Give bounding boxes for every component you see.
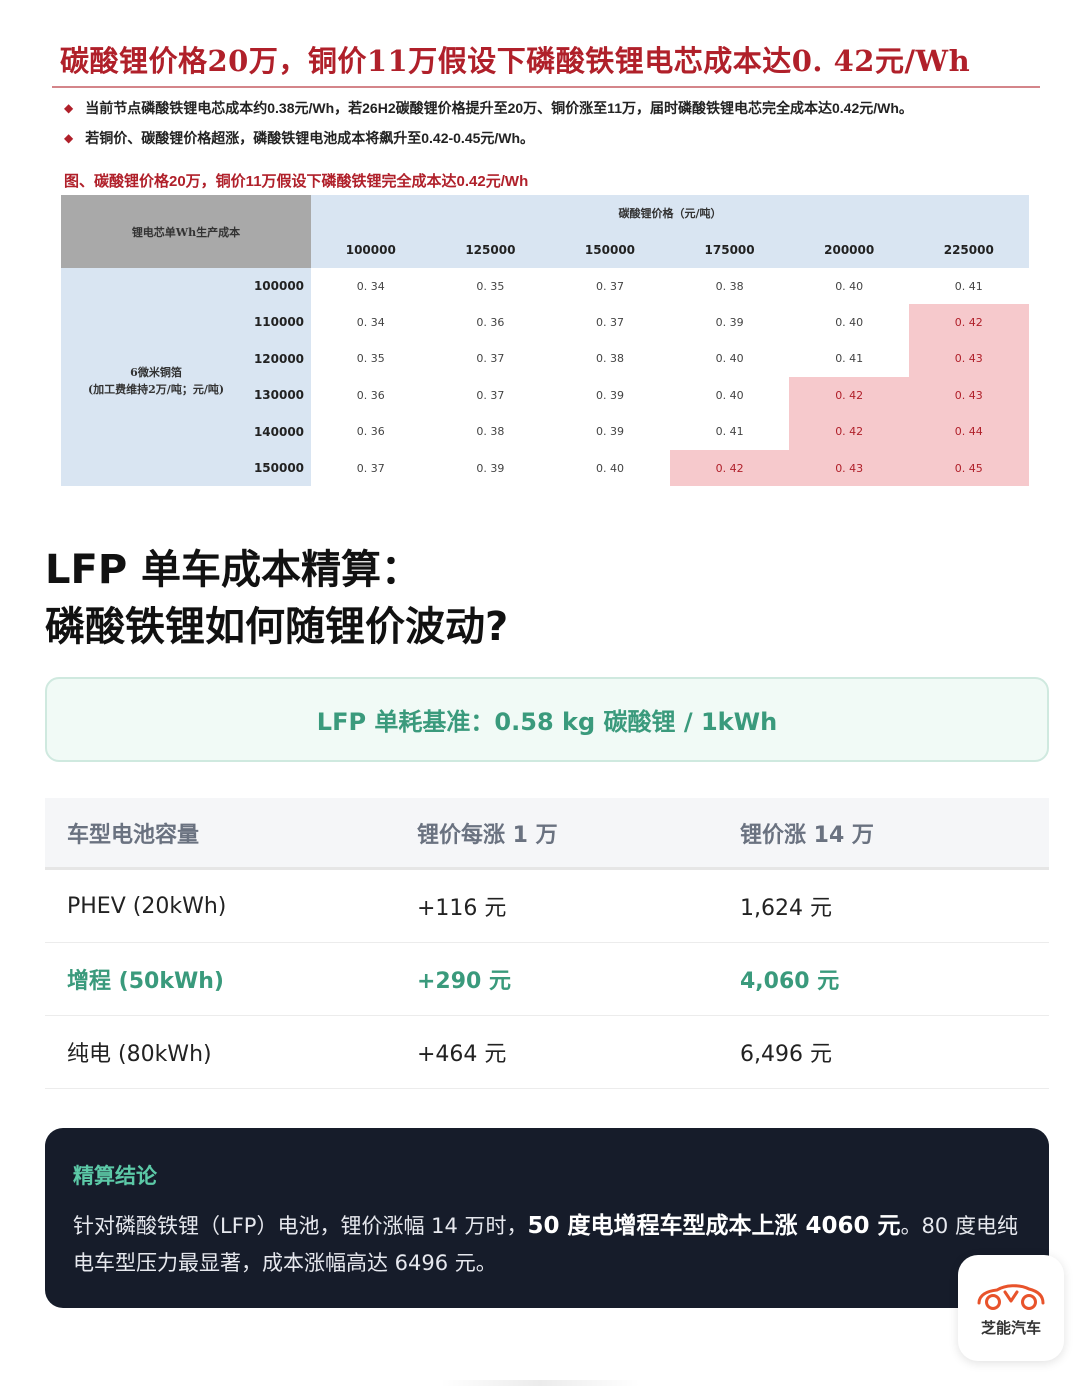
table-cell: 0. 45	[909, 450, 1029, 487]
row-header: 150000	[253, 461, 305, 475]
table-corner-label: 锂电芯单Wh生产成本	[61, 195, 311, 268]
table-cell: PHEV (20kWh)	[67, 893, 227, 919]
report-bullet: ◆ 当前节点磷酸铁锂电芯成本约0.38元/Wh，若26H2碳酸锂价格提升至20万…	[52, 98, 1042, 118]
table-cell: 0. 43	[909, 340, 1029, 378]
table-cell: 0. 36	[476, 316, 505, 330]
header-cell: 车型电池容量	[67, 822, 200, 848]
table-cell: 0. 39	[595, 425, 624, 439]
table-cell: 0. 37	[356, 461, 385, 475]
header-cell: 锂价每涨 1 万	[417, 822, 558, 848]
table-cell: 0. 34	[356, 279, 385, 293]
table-cell: 1,624 元	[740, 896, 832, 921]
table-row: PHEV (20kWh) +116 元 1,624 元	[45, 870, 1049, 943]
row-header: 140000	[253, 424, 305, 439]
cost-sensitivity-table: 锂电芯单Wh生产成本 碳酸锂价格（元/吨） 100000 125000 150000…	[61, 195, 1029, 487]
table-cell: 0. 42	[909, 304, 1029, 341]
table-row: 纯电 (80kWh) +464 元 6,496 元	[45, 1016, 1049, 1089]
table-header-row: 车型电池容量 锂价每涨 1 万 锂价涨 14 万	[45, 798, 1049, 870]
table-row-highlighted: 增程 (50kWh) +290 元 4,060 元	[45, 943, 1049, 1016]
column-header: 125000	[465, 243, 516, 257]
conclusion-text-part: 针对磷酸铁锂（LFP）电池，锂价涨幅 14 万时，	[73, 1214, 528, 1238]
table-cell: 0. 40	[835, 279, 864, 293]
baseline-box: LFP 单耗基准：0.58 kg 碳酸锂 / 1kWh	[45, 677, 1049, 762]
row-group-label-line: (加工费维持2万/吨；元/吨)	[87, 383, 225, 396]
car-outline-icon	[977, 1283, 1045, 1310]
table-cell: 0. 41	[715, 425, 744, 439]
row-group-label: 6微米铜箔 (加工费维持2万/吨；元/吨)	[67, 364, 245, 398]
scroll-indicator	[440, 1380, 640, 1386]
row-header: 110000	[253, 315, 305, 330]
row-header: 120000	[253, 351, 305, 366]
table-cell: 0. 37	[595, 316, 624, 330]
brand-name: 芝能汽车	[980, 1318, 1041, 1337]
comparison-table: 车型电池容量 锂价每涨 1 万 锂价涨 14 万 PHEV (20kWh) +1…	[45, 798, 1049, 1089]
table-cell: 0. 37	[476, 388, 505, 402]
column-header: 150000	[584, 243, 636, 257]
diamond-bullet-icon: ◆	[64, 101, 74, 115]
column-header: 100000	[345, 243, 396, 257]
table-cell: 0. 35	[476, 279, 505, 293]
table-cell: 0. 37	[595, 279, 624, 293]
row-group-label-line: 6微米铜箔	[130, 366, 182, 379]
table-cell: 0. 42	[789, 377, 909, 414]
table-cell: 0. 42	[669, 450, 790, 487]
row-header: 130000	[253, 388, 305, 403]
conclusion-text-part: 。80 度电纯电车型压力最显著，成本涨幅高达 6496 元。	[73, 1214, 1018, 1275]
table-cell: 0. 35	[356, 352, 385, 366]
row-header-band: 6微米铜箔 (加工费维持2万/吨；元/吨)	[61, 268, 311, 486]
table-cell: 0. 39	[595, 388, 624, 402]
column-header: 175000	[704, 243, 755, 257]
conclusion-card: 精算结论 针对磷酸铁锂（LFP）电池，锂价涨幅 14 万时，50 度电增程车型成…	[45, 1128, 1049, 1308]
header-cell: 锂价涨 14 万	[740, 822, 874, 848]
table-cell: 0. 38	[595, 352, 624, 366]
column-header: 225000	[943, 243, 994, 257]
table-cell: +116 元	[417, 896, 507, 921]
table-cell: 0. 44	[909, 413, 1029, 450]
table-cell: 0. 39	[476, 461, 505, 475]
table-cell: 0. 38	[715, 279, 744, 293]
column-header-band: 碳酸锂价格（元/吨） 100000 125000 150000 175000 20000…	[311, 195, 1029, 268]
table-cell: 0. 40	[835, 316, 864, 330]
conclusion-title: 精算结论	[73, 1164, 157, 1188]
table-cell: 纯电 (80kWh)	[67, 1042, 212, 1067]
row-header: 100000	[253, 279, 305, 293]
column-group-label: 碳酸锂价格（元/吨）	[618, 207, 722, 220]
report-divider	[52, 86, 1040, 88]
table-cell: 0. 41	[954, 279, 983, 293]
table-cell: 增程 (50kWh)	[67, 969, 224, 994]
table-cell: 0. 43	[789, 450, 909, 487]
table-cell: 0. 40	[595, 461, 624, 475]
page-headline: LFP 单车成本精算： 磷酸铁锂如何随锂价波动?	[45, 542, 508, 656]
conclusion-emphasis: 50 度电增程车型成本上涨 4060 元	[527, 1213, 901, 1239]
column-header: 200000	[824, 243, 875, 257]
table-cell: 0. 37	[476, 352, 505, 366]
table-cell: 0. 42	[789, 413, 909, 450]
table-cell: +464 元	[417, 1042, 507, 1067]
table-cell: 0. 36	[356, 388, 385, 402]
table-cell: 0. 40	[715, 388, 744, 402]
figure-caption: 图、碳酸锂价格20万，铜价11万假设下磷酸铁锂完全成本达0.42元/Wh	[64, 173, 529, 190]
report-image: 碳酸锂价格20万，铜价11万假设下磷酸铁锂电芯成本达0. 42元/Wh ◆ 当前…	[52, 38, 1042, 191]
report-title: 碳酸锂价格20万，铜价11万假设下磷酸铁锂电芯成本达0. 42元/Wh	[60, 44, 971, 78]
table-cell: 6,496 元	[740, 1042, 832, 1067]
headline-line: 磷酸铁锂如何随锂价波动?	[45, 604, 509, 650]
report-bullet-text: 若铜价、碳酸锂价格超涨，磷酸铁锂电池成本将飙升至0.42-0.45元/Wh。	[85, 130, 535, 146]
table-cell: 0. 36	[356, 425, 385, 439]
conclusion-text: 针对磷酸铁锂（LFP）电池，锂价涨幅 14 万时，50 度电增程车型成本上涨 4…	[73, 1208, 1021, 1282]
table-cell: 0. 43	[909, 377, 1029, 414]
diamond-bullet-icon: ◆	[64, 131, 74, 145]
report-bullet: ◆ 若铜价、碳酸锂价格超涨，磷酸铁锂电池成本将飙升至0.42-0.45元/Wh。	[52, 128, 1042, 148]
report-bullet-text: 当前节点磷酸铁锂电芯成本约0.38元/Wh，若26H2碳酸锂价格提升至20万、铜…	[85, 100, 913, 116]
table-cell: 0. 38	[476, 425, 505, 439]
table-cell: 0. 34	[356, 316, 385, 330]
headline-line: LFP 单车成本精算：	[45, 547, 422, 593]
table-cell: 4,060 元	[740, 969, 840, 994]
table-cell: 0. 39	[715, 316, 744, 330]
table-cell: +290 元	[417, 969, 512, 994]
table-cell: 0. 40	[715, 352, 744, 366]
table-cell: 0. 41	[835, 352, 864, 366]
brand-logo-badge[interactable]: 芝能汽车	[958, 1255, 1064, 1361]
